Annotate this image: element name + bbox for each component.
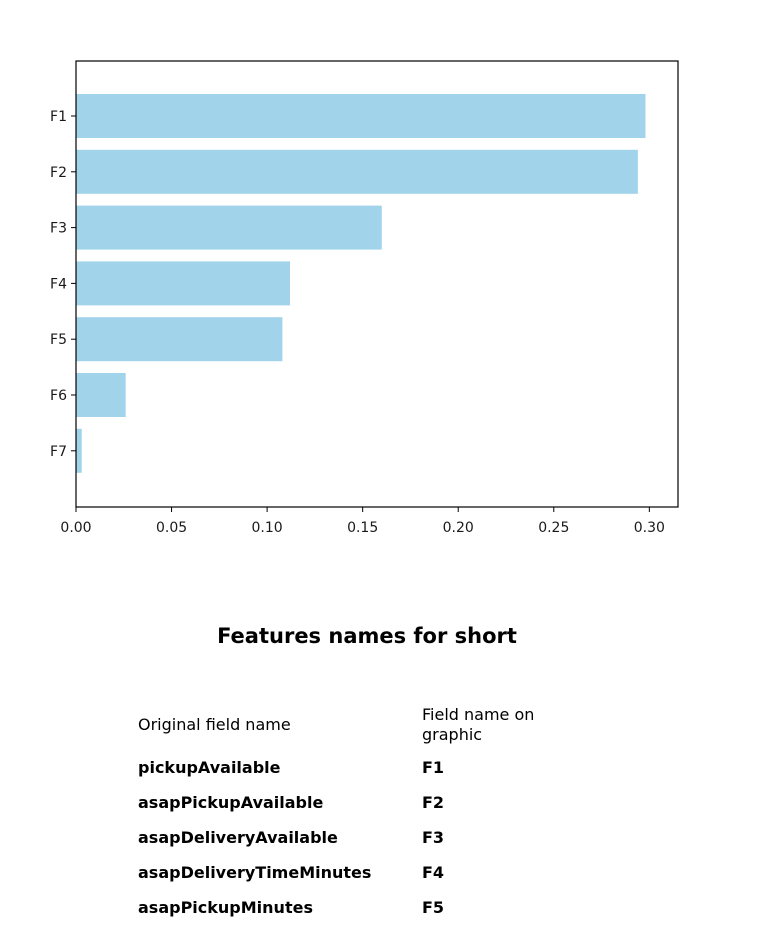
y-tick-label: F5 xyxy=(50,332,67,348)
y-tick-label: F6 xyxy=(50,388,67,404)
bar-f6 xyxy=(76,373,126,417)
original-field-name: asapDeliveryTimeMinutes xyxy=(138,863,372,882)
short-field-name: F3 xyxy=(422,828,445,847)
original-field-name: asapPickupMinutes xyxy=(138,898,313,917)
bar-f1 xyxy=(76,94,646,138)
table-row: pickupAvailable F1 xyxy=(138,750,562,785)
bar-f3 xyxy=(76,205,382,250)
y-tick-label: F4 xyxy=(50,276,67,292)
x-tick-label: 0.25 xyxy=(538,520,569,536)
x-axis-ticks: 0.00 0.05 0.10 0.15 0.20 0.25 0.30 xyxy=(60,507,665,536)
table-header-row: Original field name Field name on graphi… xyxy=(138,700,562,750)
table-row: asapDeliveryAvailable F3 xyxy=(138,820,562,855)
original-field-name: asapDeliveryAvailable xyxy=(138,828,338,847)
bar-f4 xyxy=(76,261,291,306)
feature-name-table: Original field name Field name on graphi… xyxy=(138,700,562,925)
short-field-name: F1 xyxy=(422,758,445,777)
original-field-name: asapPickupAvailable xyxy=(138,793,324,812)
table-row: asapPickupMinutes F5 xyxy=(138,890,562,925)
plot-frame xyxy=(75,60,679,508)
short-field-name: F4 xyxy=(422,863,445,882)
y-tick-label: F2 xyxy=(50,165,67,181)
table-row: asapDeliveryTimeMinutes F4 xyxy=(138,855,562,890)
table-row: asapPickupAvailable F2 xyxy=(138,785,562,820)
x-tick-label: 0.20 xyxy=(443,520,474,536)
short-field-name: F5 xyxy=(422,898,445,917)
x-tick-label: 0.30 xyxy=(634,520,665,536)
x-tick-label: 0.00 xyxy=(60,520,91,536)
original-field-name: pickupAvailable xyxy=(138,758,281,777)
column-header-short: Field name on graphic xyxy=(422,705,535,744)
x-tick-label: 0.15 xyxy=(347,520,378,536)
x-tick-label: 0.05 xyxy=(156,520,187,536)
bar-f2 xyxy=(76,149,638,194)
bar-f7 xyxy=(76,428,82,473)
y-tick-label: F7 xyxy=(50,444,67,460)
section-title: Features names for short xyxy=(217,624,517,648)
column-header-original: Original field name xyxy=(138,715,291,734)
short-field-name: F2 xyxy=(422,793,445,812)
y-tick-label: F3 xyxy=(50,221,67,237)
bars-group xyxy=(76,94,646,473)
bar-f5 xyxy=(76,317,283,362)
y-tick-label: F1 xyxy=(50,109,67,125)
x-tick-label: 0.10 xyxy=(252,520,283,536)
y-axis-ticks: F1 F2 F3 F4 F5 F6 F7 xyxy=(50,109,76,460)
